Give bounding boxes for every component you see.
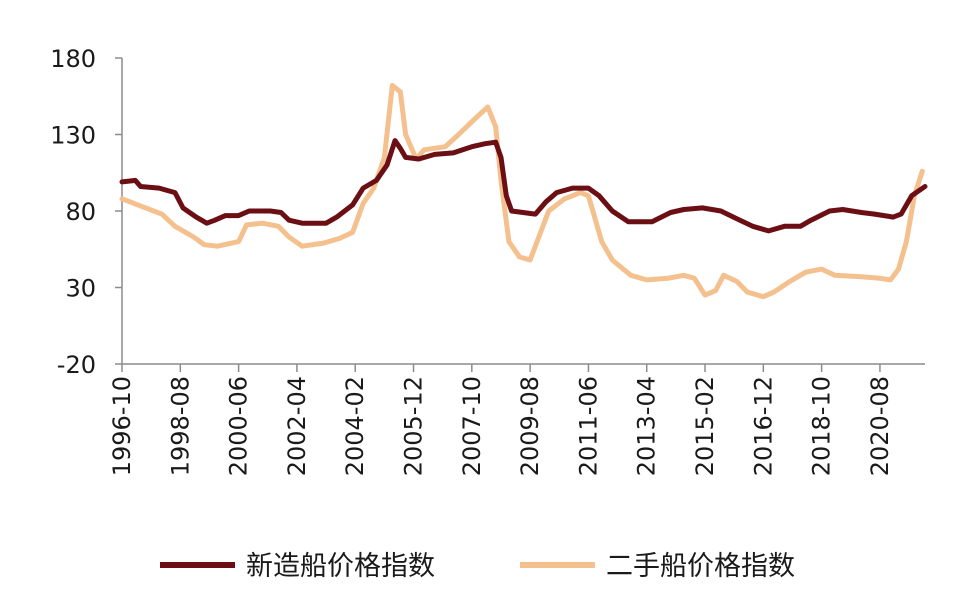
series-line-new-ship <box>119 138 928 234</box>
x-tick-label: 2016-12 <box>749 376 777 476</box>
series-line-second-hand <box>119 83 925 300</box>
x-tick-label: 2007-10 <box>458 376 486 476</box>
x-tick-label: 2004-02 <box>341 376 369 476</box>
y-tick-label: 130 <box>50 122 96 150</box>
x-tick-label: 2015-02 <box>691 376 719 476</box>
legend: 新造船价格指数 二手船价格指数 <box>160 551 795 582</box>
legend-item-second-hand: 二手船价格指数 <box>520 551 795 582</box>
x-tick-label: 2009-08 <box>516 376 544 476</box>
x-tick-label: 2005-12 <box>400 376 428 476</box>
x-tick-label: 2020-08 <box>866 376 894 476</box>
x-tick-label: 2002-04 <box>283 376 311 476</box>
y-tick-label: 30 <box>65 275 96 303</box>
y-tick-label: 180 <box>50 45 96 73</box>
legend-item-new-ship: 新造船价格指数 <box>160 551 435 582</box>
legend-label-new-ship: 新造船价格指数 <box>246 551 435 582</box>
x-axis-ticks: 1996-10 1998-08 2000-06 2002-04 2004-02 2005-… <box>108 364 894 476</box>
legend-label-second-hand: 二手船价格指数 <box>606 551 795 582</box>
series-layer <box>119 83 928 300</box>
y-axis-ticks: 180 130 80 30 -20 <box>50 45 122 379</box>
x-tick-label: 1998-08 <box>166 376 194 476</box>
x-tick-label: 2018-10 <box>808 376 836 476</box>
x-tick-label: 2000-06 <box>225 376 253 476</box>
x-tick-label: 2011-06 <box>574 376 602 476</box>
y-tick-label: 80 <box>65 198 96 226</box>
y-tick-label: -20 <box>57 351 96 379</box>
x-tick-label: 2013-04 <box>633 376 661 476</box>
x-tick-label: 1996-10 <box>108 376 136 476</box>
